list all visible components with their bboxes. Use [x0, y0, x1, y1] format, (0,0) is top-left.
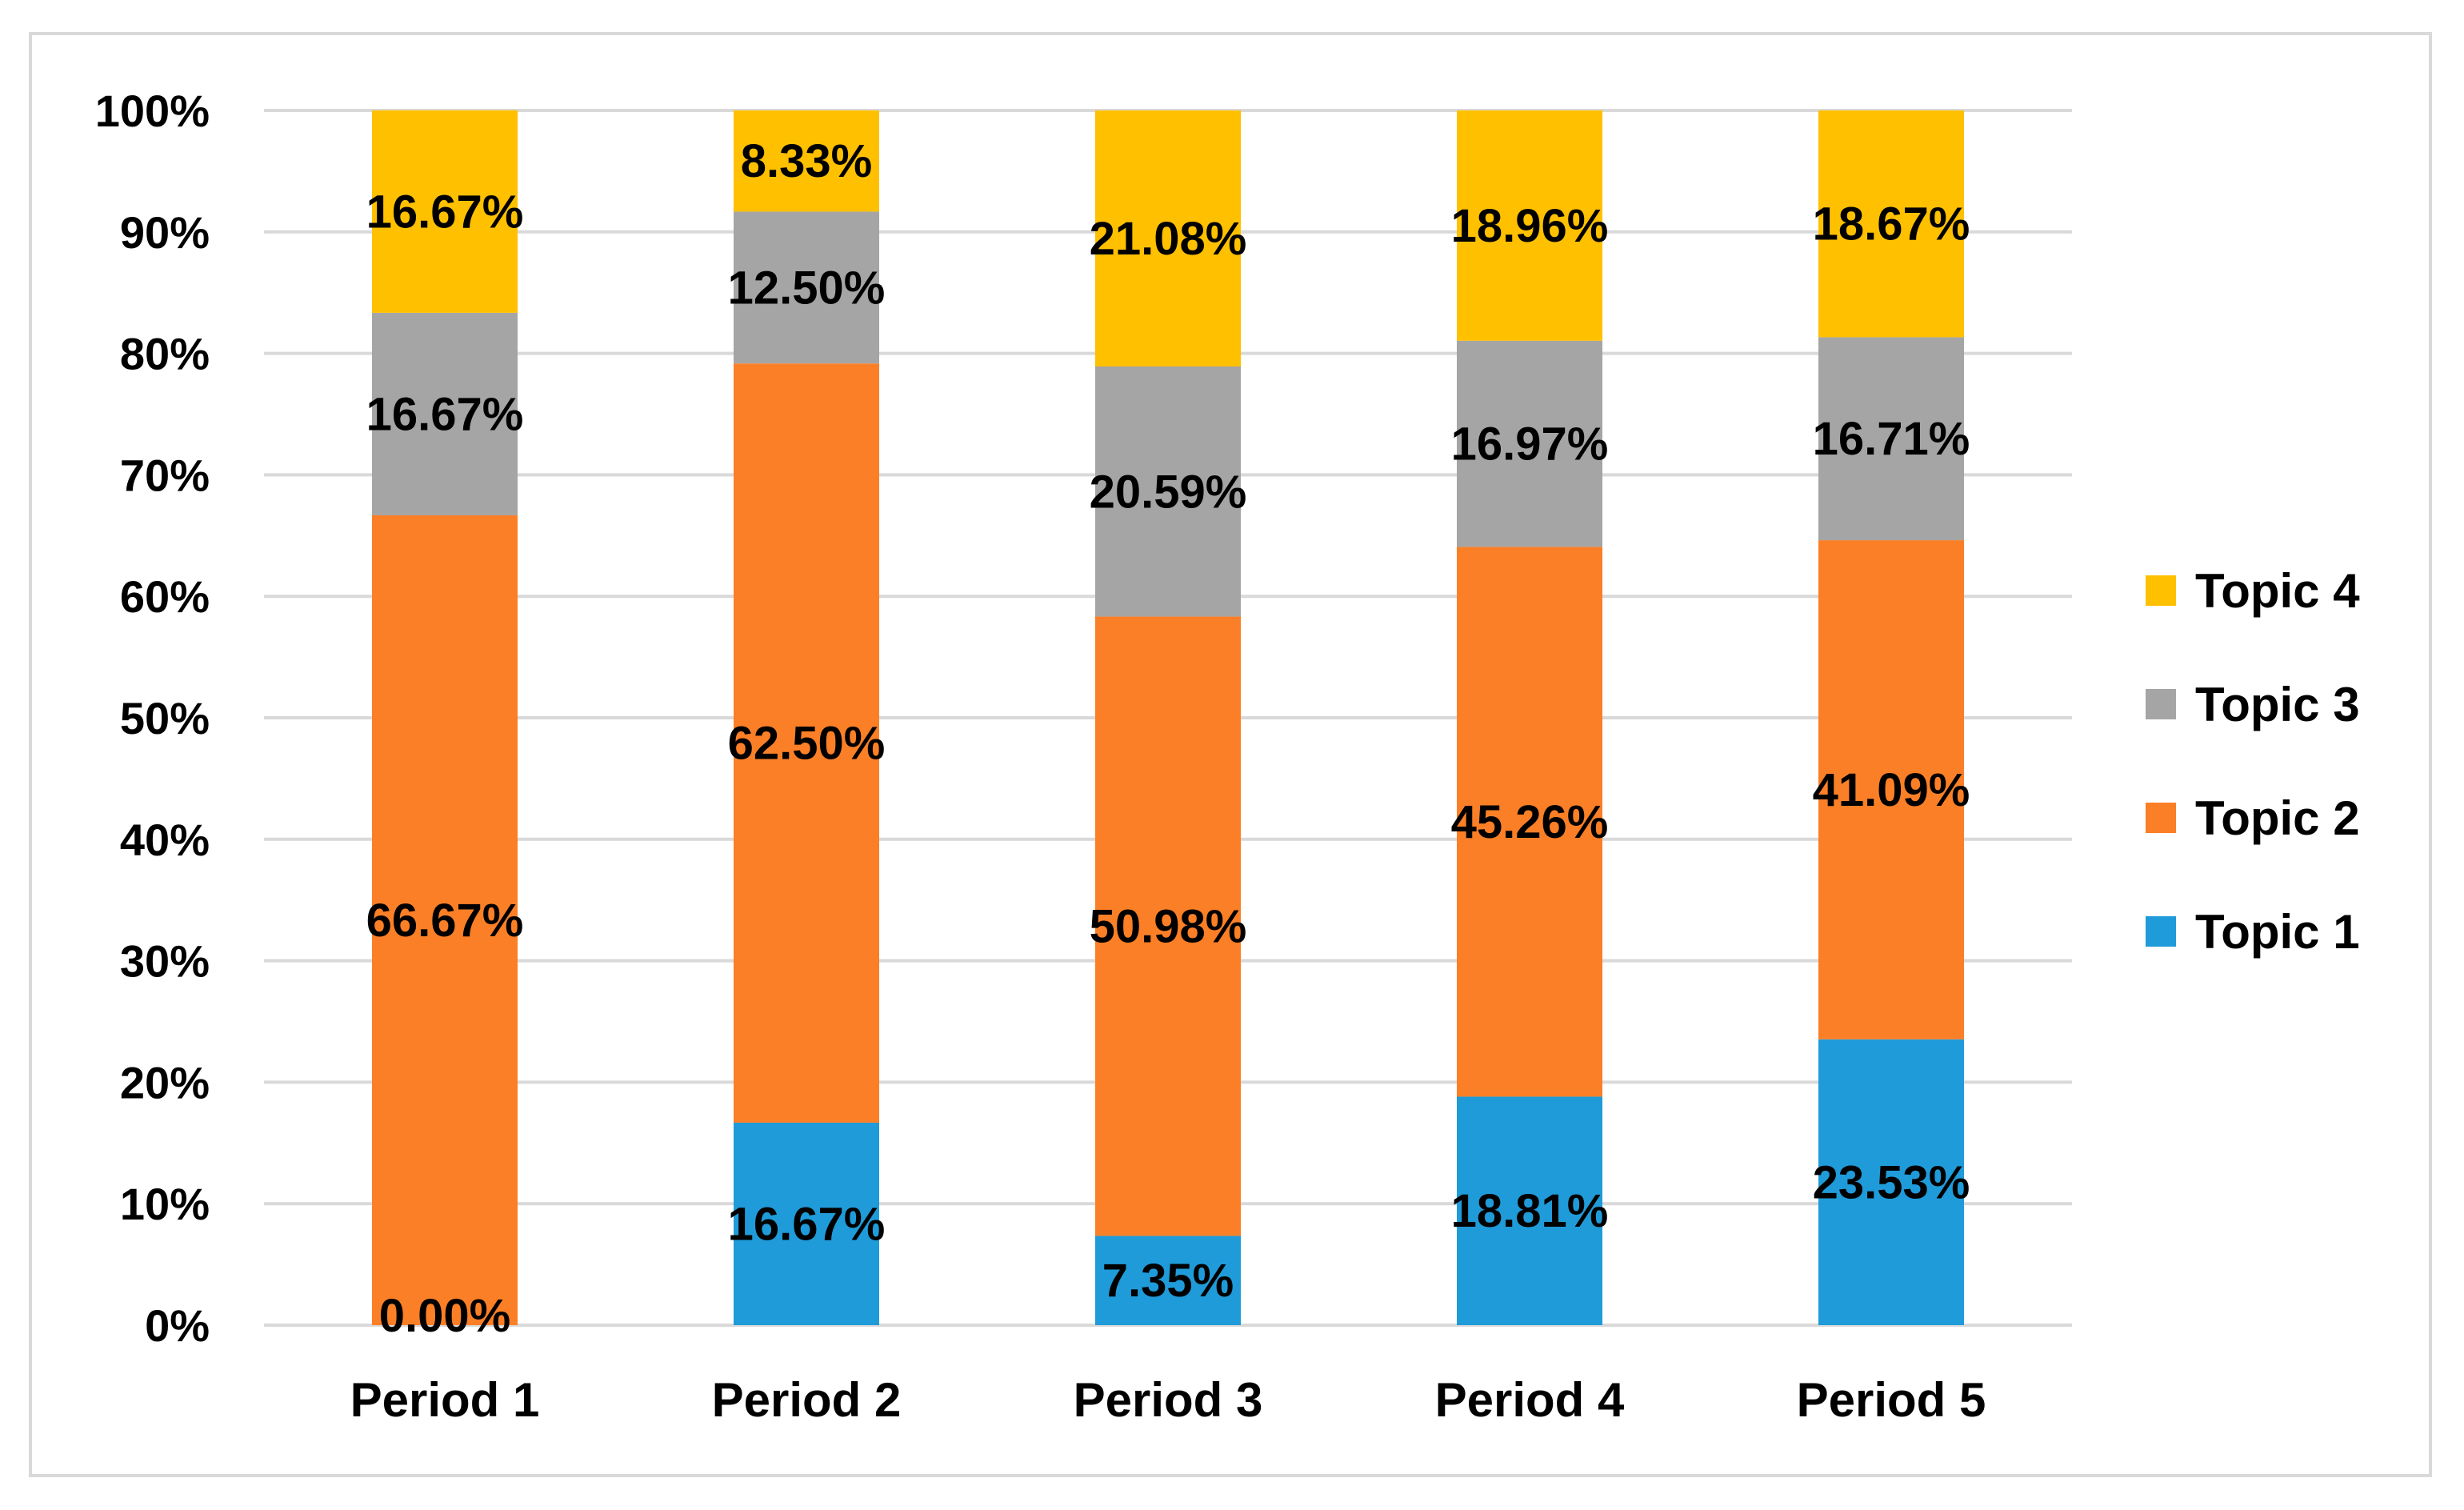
legend-swatch-topic-4: [2146, 575, 2176, 606]
bar-topic-4-period-3: [1095, 110, 1241, 366]
x-axis: Period 1 Period 2 Period 3 Period 4 Period 5: [350, 1373, 1986, 1427]
y-axis: 0% 10% 20% 30% 40% 50% 60% 70% 80% 90% 100%: [95, 86, 210, 1351]
bar-topic-2-period-1: [372, 515, 518, 1325]
bar-topic-2-period-5: [1818, 540, 1964, 1039]
data-label: 62.50%: [728, 718, 886, 770]
data-label: 8.33%: [741, 135, 872, 187]
data-label: 12.50%: [728, 262, 886, 314]
bars: [372, 110, 1964, 1325]
legend-label-topic-4: Topic 4: [2195, 564, 2360, 618]
data-label: 16.97%: [1451, 419, 1609, 471]
bar-topic-1-period-3: [1095, 1236, 1241, 1325]
x-tick-label: Period 2: [712, 1373, 902, 1427]
bar-topic-2-period-4: [1457, 547, 1602, 1097]
bar-topic-2-period-2: [734, 363, 879, 1123]
y-tick-label: 40%: [120, 815, 210, 865]
data-label: 16.67%: [728, 1198, 886, 1250]
legend-label-topic-1: Topic 1: [2195, 905, 2360, 959]
y-tick-label: 30%: [120, 936, 210, 987]
y-tick-label: 20%: [120, 1057, 210, 1107]
data-label: 16.67%: [366, 186, 524, 238]
data-label: 66.67%: [366, 895, 524, 947]
y-tick-label: 0%: [145, 1300, 210, 1351]
bar-topic-4-period-4: [1457, 110, 1602, 341]
legend-swatch-topic-3: [2146, 689, 2176, 719]
bar-topic-1-period-2: [734, 1122, 879, 1325]
bar-topic-3-period-2: [734, 211, 879, 364]
y-tick-label: 90%: [120, 207, 210, 258]
data-label: 20.59%: [1090, 466, 1247, 518]
data-label: 21.08%: [1090, 213, 1247, 265]
data-label: 7.35%: [1102, 1255, 1234, 1307]
bar-topic-3-period-4: [1457, 340, 1602, 547]
x-tick-label: Period 5: [1797, 1373, 1986, 1427]
y-tick-label: 100%: [95, 86, 210, 136]
y-tick-label: 10%: [120, 1179, 210, 1229]
legend-label-topic-3: Topic 3: [2195, 678, 2360, 731]
y-tick-label: 60%: [120, 571, 210, 622]
bar-topic-4-period-5: [1818, 110, 1964, 338]
legend-swatch-topic-1: [2146, 916, 2176, 947]
data-label: 16.71%: [1813, 413, 1970, 465]
data-label: 18.67%: [1813, 198, 1970, 250]
y-tick-label: 50%: [120, 693, 210, 743]
legend: Topic 4 Topic 3 Topic 2 Topic 1: [2146, 564, 2360, 959]
bar-topic-3-period-1: [372, 312, 518, 515]
bar-topic-4-period-1: [372, 110, 518, 313]
bar-topic-1-period-5: [1818, 1039, 1964, 1325]
x-tick-label: Period 3: [1074, 1373, 1263, 1427]
data-label: 18.81%: [1451, 1185, 1609, 1237]
data-label: 45.26%: [1451, 796, 1609, 848]
bar-topic-1-period-4: [1457, 1096, 1602, 1325]
legend-label-topic-2: Topic 2: [2195, 791, 2360, 845]
bar-topic-4-period-2: [734, 110, 879, 212]
bar-topic-3-period-3: [1095, 366, 1241, 617]
x-tick-label: Period 1: [350, 1373, 540, 1427]
x-tick-label: Period 4: [1435, 1373, 1625, 1427]
data-label: 50.98%: [1090, 900, 1247, 952]
data-label: 0.00%: [379, 1290, 510, 1342]
bar-topic-3-period-5: [1818, 337, 1964, 541]
y-tick-label: 80%: [120, 329, 210, 379]
data-label: 16.67%: [366, 388, 524, 440]
legend-swatch-topic-2: [2146, 803, 2176, 833]
data-label: 41.09%: [1813, 764, 1970, 816]
bar-topic-2-period-3: [1095, 616, 1241, 1236]
data-label: 23.53%: [1813, 1156, 1970, 1208]
data-labels: 0.00% 66.67% 16.67% 16.67% 16.67% 62.50% 12.50…: [366, 135, 1970, 1342]
y-tick-label: 70%: [120, 450, 210, 500]
data-label: 18.96%: [1451, 200, 1609, 252]
